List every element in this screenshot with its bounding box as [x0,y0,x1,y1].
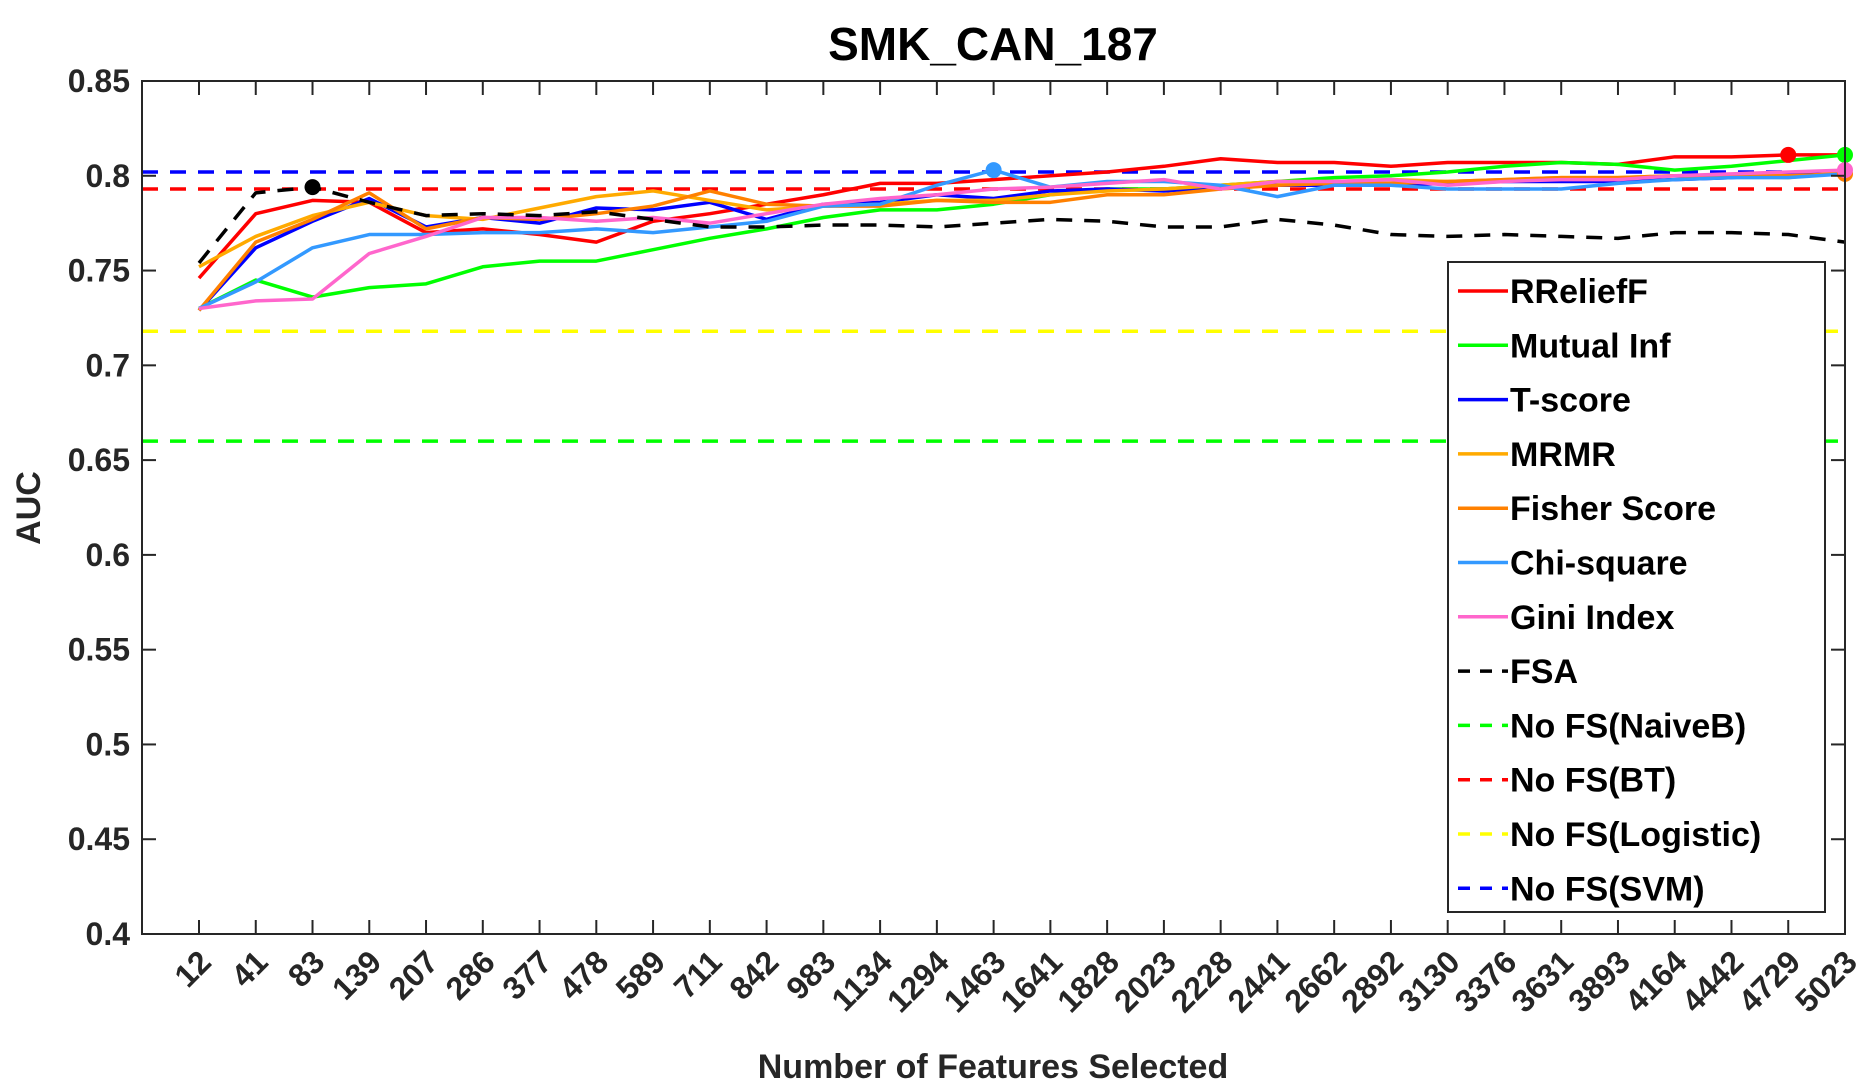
x-tick-label: 207 [382,943,445,1006]
y-tick-label: 0.45 [68,821,130,857]
x-tick-label: 83 [281,943,332,994]
legend-box [1447,261,1826,913]
x-tick-label: 711 [667,943,729,1005]
x-tick-label: 2441 [1221,943,1297,1019]
x-tick-label: 3376 [1448,943,1524,1019]
y-tick-label: 0.5 [86,726,130,762]
y-tick-label: 0.7 [86,347,130,383]
x-tick-label: 3130 [1391,943,1467,1019]
series-line-chi-square [198,168,1846,311]
x-tick-label: 3631 [1504,943,1580,1019]
y-axis-label: AUC [10,471,48,545]
x-tick-label: 41 [224,943,275,994]
x-tick-label: 478 [552,943,615,1006]
x-tick-label: 1463 [937,943,1013,1019]
x-axis-label: Number of Features Selected [758,1048,1228,1086]
x-tick-label: 2892 [1334,943,1410,1019]
legend-label-fsa: FSA [1510,653,1578,691]
series-line-fsa [197,185,1846,265]
x-tick-label: 842 [722,943,785,1006]
x-tick-label: 589 [609,943,672,1006]
x-tick-label: 1294 [880,943,956,1019]
marker-chi-square [985,162,1002,179]
y-axis-ticks: 0.4 0.45 0.5 0.55 0.6 0.65 0.7 0.75 0.8 0.85 [68,63,1845,952]
legend-label-no-fs-bt: No FS(BT) [1510,762,1676,800]
x-tick-label: 4442 [1675,943,1751,1019]
x-tick-label: 377 [495,943,558,1006]
x-tick-label: 139 [325,943,388,1006]
y-tick-label: 0.8 [86,158,130,194]
chart-title: SMK_CAN_187 [828,18,1158,70]
y-tick-label: 0.55 [68,632,130,668]
x-tick-label: 2023 [1107,943,1183,1019]
legend-label-chi-square: Chi-square [1510,545,1688,583]
y-tick-label: 0.4 [86,916,131,952]
x-tick-label: 1641 [994,943,1070,1019]
marker-fsa [304,179,321,196]
legend-label-mutual-inf: Mutual Inf [1510,327,1671,365]
x-tick-label: 1828 [1050,943,1126,1019]
x-tick-label: 5023 [1788,943,1864,1019]
x-tick-label: 4164 [1618,943,1694,1019]
x-tick-label: 2662 [1277,943,1353,1019]
legend-label-t-score: T-score [1510,382,1631,420]
x-tick-label: 12 [167,943,218,994]
legend-label-rrelieff: RReliefF [1510,273,1648,311]
series-line-mutual-inf [198,153,1846,311]
y-tick-label: 0.75 [68,253,130,289]
x-tick-label: 4729 [1731,943,1807,1019]
legend-label-no-fs-svm: No FS(SVM) [1510,870,1705,908]
y-tick-label: 0.65 [68,442,130,478]
x-tick-label: 1134 [825,943,900,1018]
legend-label-fisher-score: Fisher Score [1510,490,1716,528]
legend-label-no-fs-logistic: No FS(Logistic) [1510,816,1761,854]
legend-label-mrmr: MRMR [1510,436,1616,474]
legend-label-no-fs-naiveb: No FS(NaiveB) [1510,707,1746,745]
legend: RReliefF Mutual Inf T-score MRMR Fisher Scor… [1447,261,1826,913]
x-tick-label: 2228 [1164,943,1240,1019]
y-tick-label: 0.85 [68,63,130,99]
series-line-gini-index [198,168,1846,311]
x-tick-label: 3893 [1561,943,1637,1019]
x-tick-label: 286 [439,943,502,1006]
plot-area [142,146,1853,443]
legend-label-gini-index: Gini Index [1510,599,1674,637]
marker-rrelieff [1780,146,1797,163]
y-tick-label: 0.6 [86,537,130,573]
